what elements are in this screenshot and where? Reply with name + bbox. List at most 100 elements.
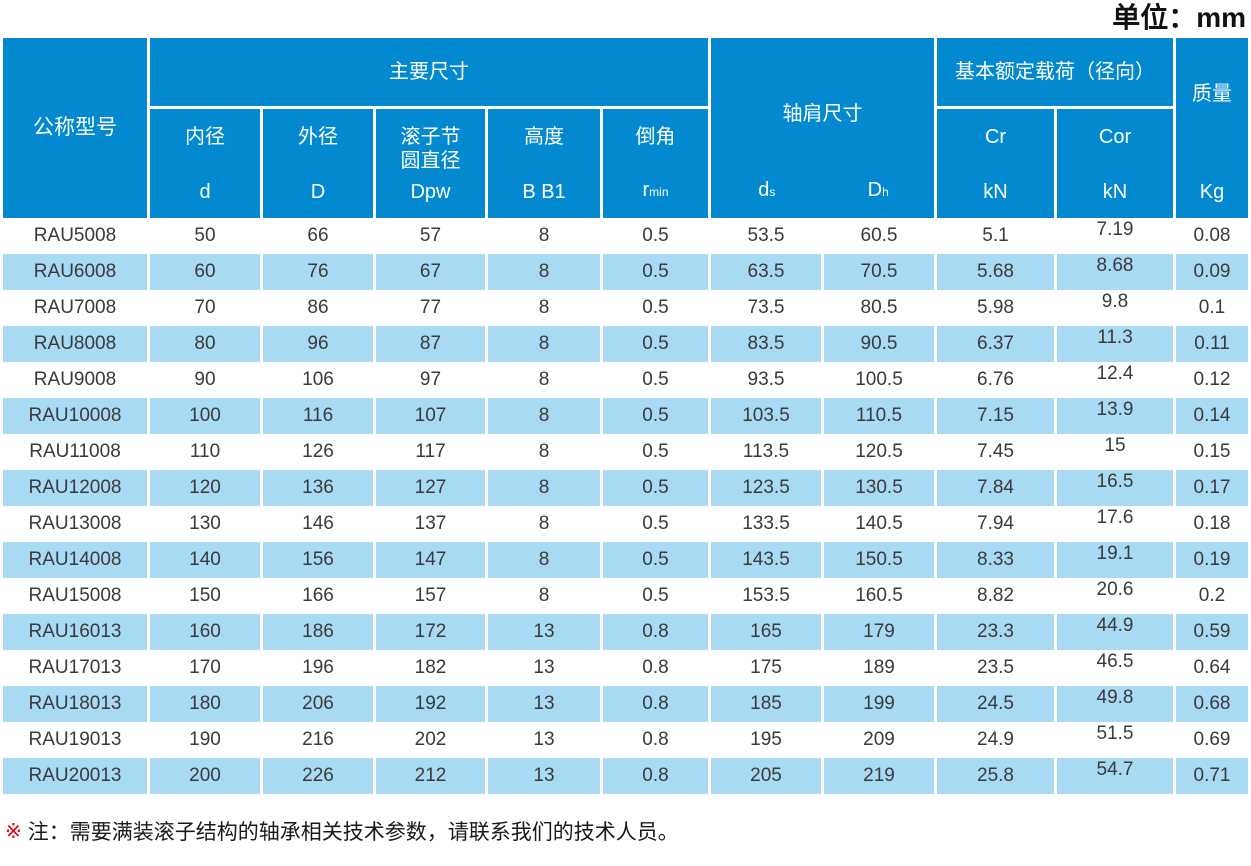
value-cell: 0.17 (1176, 470, 1248, 506)
value-cell: 8.33 (937, 542, 1054, 578)
value-cell: 103.5 (711, 398, 821, 434)
table-row: RAU9008 90 106 97 8 0.5 93.5 100.5 6.76 12.4 0.12 (3, 362, 1248, 398)
value-cell: 8.82 (977, 585, 1014, 606)
value-cell: 170 (189, 657, 221, 678)
value-cell: 53.5 (747, 225, 785, 246)
value-cell: 8 (538, 369, 550, 390)
value-cell: 117 (415, 441, 446, 462)
value-cell: 106 (302, 369, 334, 390)
table-body: RAU5008 50 66 57 8 0.5 53.5 60.5 5.1 7.19 0.08 RAU6… (3, 218, 1248, 794)
unit-label: 单位：mm (1112, 2, 1246, 33)
value-cell: 19.1 (1057, 542, 1173, 578)
value-cell: 13 (488, 758, 600, 794)
value-cell: 160.5 (855, 585, 903, 606)
table-row: RAU17013 170 196 182 13 0.8 175 189 23.5 46.5 0.64 (3, 650, 1248, 686)
value-cell: 0.8 (603, 686, 708, 722)
value-cell: 110 (189, 441, 221, 462)
value-cell: 0.5 (642, 297, 669, 318)
value-cell: 6.76 (977, 369, 1014, 390)
height-label: 高度 (524, 126, 564, 148)
value-cell: 0.5 (642, 369, 669, 390)
value-cell: 12.4 (1096, 362, 1134, 384)
value-cell: 120.5 (855, 441, 903, 462)
value-cell: 23.3 (937, 614, 1054, 650)
header-shoulder-dimensions: 轴肩尺寸 ds Dh (711, 38, 934, 218)
value-cell: 189 (863, 657, 895, 678)
footnote-marker: ※ (5, 820, 22, 843)
bearing-spec-sheet: 单位：mm 公称型号 主要尺寸 内径 d 外径 D 滚子节 圆直径 Dpw 高度… (3, 0, 1248, 846)
value-cell: 5.98 (977, 297, 1014, 318)
value-cell: 150 (189, 585, 221, 606)
value-cell: 8 (488, 398, 600, 434)
value-cell: 143.5 (711, 542, 821, 578)
value-cell: 0.8 (642, 729, 669, 750)
table-row: RAU11008 110 126 117 8 0.5 113.5 120.5 7.45 15 0.1… (3, 434, 1248, 470)
value-cell: 0.5 (603, 470, 708, 506)
value-cell: 0.5 (603, 398, 708, 434)
table-row: RAU12008 120 136 127 8 0.5 123.5 130.5 7.84 16.5 0… (3, 470, 1248, 506)
value-cell: 166 (302, 585, 334, 606)
model-cell: RAU15008 (28, 585, 122, 606)
value-cell: 0.5 (642, 225, 669, 246)
header-mass: 质量 Kg (1176, 38, 1248, 218)
model-cell: RAU16013 (3, 614, 147, 650)
value-cell: 63.5 (711, 254, 821, 290)
value-cell: 8 (488, 254, 600, 290)
value-cell: 13.9 (1057, 398, 1173, 434)
value-cell: 212 (376, 758, 485, 794)
value-cell: 0.5 (603, 254, 708, 290)
header-cr: Cr kN (937, 109, 1054, 218)
value-cell: 60.5 (860, 225, 898, 246)
header-cor: Cor kN (1057, 109, 1173, 218)
cor-unit: kN (1102, 181, 1128, 203)
value-cell: 44.9 (1057, 614, 1173, 650)
value-cell: 216 (302, 729, 334, 750)
cr-symbol: Cr (984, 126, 1007, 148)
value-cell: 147 (376, 542, 485, 578)
header-main-dimensions: 主要尺寸 (150, 38, 708, 106)
shoulder-ds-symbol: ds (758, 179, 776, 201)
model-cell: RAU13008 (28, 513, 122, 534)
shoulder-dh-symbol: Dh (867, 179, 889, 201)
value-cell: 70 (194, 297, 216, 318)
value-cell: 8 (488, 542, 600, 578)
value-cell: 0.69 (1193, 729, 1231, 750)
model-cell: RAU11008 (29, 441, 121, 462)
value-cell: 137 (414, 513, 447, 534)
value-cell: 70.5 (824, 254, 934, 290)
value-cell: 97 (419, 369, 442, 390)
model-cell: RAU5008 (33, 225, 117, 246)
value-cell: 7.15 (937, 398, 1054, 434)
value-cell: 16.5 (1057, 470, 1173, 506)
value-cell: 49.8 (1057, 686, 1173, 722)
value-cell: 0.1 (1198, 297, 1226, 318)
value-cell: 180 (150, 686, 260, 722)
value-cell: 157 (414, 585, 447, 606)
table-row: RAU6008 60 76 67 8 0.5 63.5 70.5 5.68 8.68 0.09 (3, 254, 1248, 290)
value-cell: 24.9 (977, 729, 1014, 750)
value-cell: 185 (711, 686, 821, 722)
value-cell: 8 (488, 470, 600, 506)
value-cell: 87 (376, 326, 485, 362)
value-cell: 0.14 (1176, 398, 1248, 434)
model-cell: RAU6008 (3, 254, 147, 290)
model-cell: RAU18013 (3, 686, 147, 722)
table-row: RAU8008 80 96 87 8 0.5 83.5 90.5 6.37 11.3 0.11 (3, 326, 1248, 362)
value-cell: 206 (263, 686, 373, 722)
value-cell: 0.59 (1176, 614, 1248, 650)
model-cell: RAU17013 (28, 657, 122, 678)
value-cell: 202 (414, 729, 447, 750)
value-cell: 13 (488, 614, 600, 650)
table-row: RAU18013 180 206 192 13 0.8 185 199 24.5 49.8 0.68 (3, 686, 1248, 722)
value-cell: 7.84 (937, 470, 1054, 506)
value-cell: 8.68 (1057, 254, 1173, 290)
header-height: 高度 B B1 (488, 109, 600, 218)
value-cell: 156 (263, 542, 373, 578)
value-cell: 146 (302, 513, 334, 534)
value-cell: 153.5 (742, 585, 790, 606)
value-cell: 140 (150, 542, 260, 578)
value-cell: 8 (538, 297, 550, 318)
model-cell: RAU14008 (3, 542, 147, 578)
value-cell: 130 (189, 513, 221, 534)
value-cell: 80 (150, 326, 260, 362)
